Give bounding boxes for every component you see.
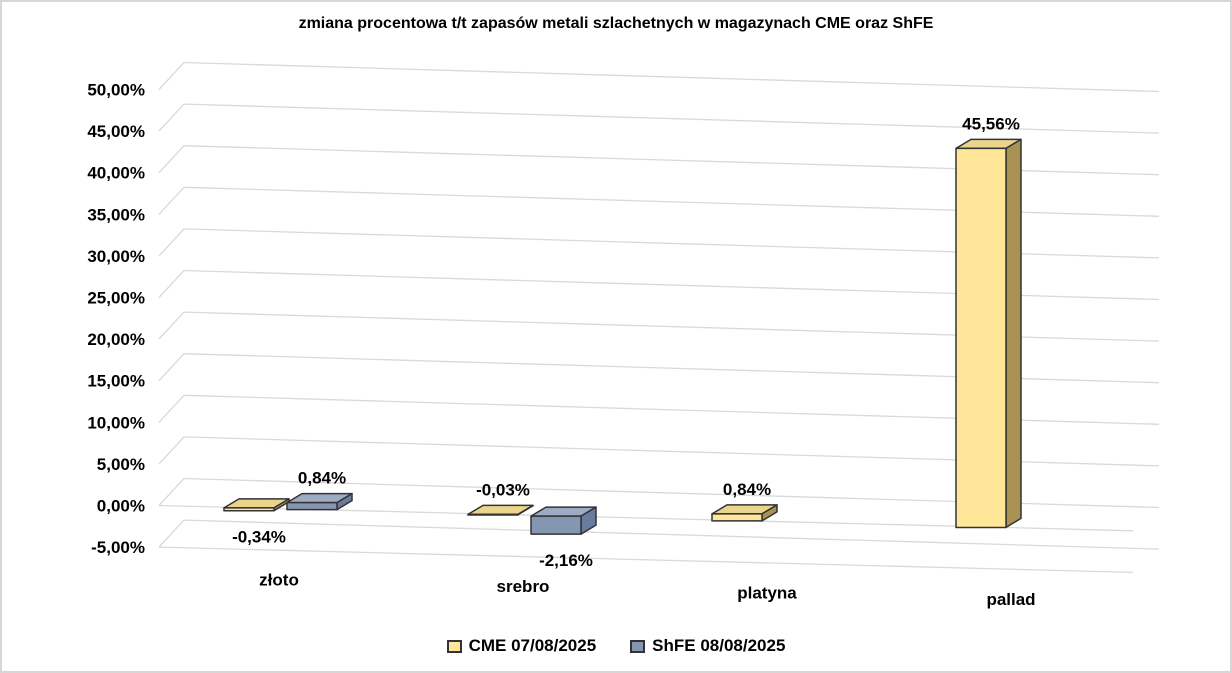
ytick-label-5: 5,00% (97, 455, 145, 474)
gridline-5 (158, 436, 1160, 467)
ytick-label-0: 0,00% (97, 497, 145, 516)
data-label-cme-srebro: -0,03% (476, 480, 530, 499)
bar-top-cme-srebro (467, 504, 534, 516)
bar-front-cme-złoto (223, 507, 275, 512)
legend-label-shfe: ShFE 08/08/2025 (652, 636, 786, 655)
data-label-shfe-srebro: -2,16% (539, 551, 593, 570)
legend-swatch-shfe (630, 639, 646, 653)
ytick-label-20: 20,00% (87, 330, 145, 349)
legend: CME 07/08/2025 ShFE 08/08/2025 (2, 636, 1230, 656)
ytick-label-15: 15,00% (87, 372, 145, 391)
bar-front-cme-pallad (955, 147, 1007, 529)
gridline-front--5 (158, 546, 1134, 574)
ytick-label--5: -5,00% (91, 538, 145, 557)
ytick-label-45: 45,00% (87, 122, 145, 141)
legend-item-cme: CME 07/08/2025 (446, 636, 597, 656)
data-label-cme-platyna: 0,84% (723, 480, 771, 499)
category-label-pallad: pallad (986, 590, 1035, 609)
ytick-label-35: 35,00% (87, 205, 145, 224)
gridline-40 (158, 145, 1160, 176)
legend-item-shfe: ShFE 08/08/2025 (630, 636, 785, 656)
gridline-30 (158, 228, 1160, 259)
bar-side-cme-pallad (1005, 138, 1022, 529)
bar-front-cme-srebro (467, 513, 519, 516)
gridline-0 (158, 477, 1160, 509)
bar-front-shfe-srebro (530, 515, 582, 535)
gridline-35 (158, 186, 1160, 217)
ytick-label-10: 10,00% (87, 413, 145, 432)
gridline-15 (158, 353, 1160, 384)
gridline-45 (158, 103, 1160, 134)
data-label-cme-pallad: 45,56% (962, 114, 1020, 133)
gridline-20 (158, 311, 1160, 342)
gridline-10 (158, 394, 1160, 425)
category-label-złoto: złoto (259, 571, 299, 590)
ytick-label-30: 30,00% (87, 247, 145, 266)
data-label-cme-złoto: -0,34% (232, 528, 286, 547)
ytick-label-50: 50,00% (87, 81, 145, 100)
category-label-platyna: platyna (737, 584, 797, 603)
legend-swatch-cme (446, 639, 462, 653)
data-label-shfe-złoto: 0,84% (298, 469, 346, 488)
gridline-50 (158, 61, 1160, 93)
bar-front-shfe-złoto (286, 501, 338, 511)
category-label-srebro: srebro (497, 577, 550, 596)
gridline-25 (158, 269, 1160, 301)
bar-front-cme-platyna (711, 513, 763, 522)
legend-label-cme: CME 07/08/2025 (468, 636, 597, 655)
chart-title: zmiana procentowa t/t zapasów metali szl… (298, 15, 934, 32)
gridline--5 (158, 519, 1160, 550)
ytick-label-40: 40,00% (87, 164, 145, 183)
ytick-label-25: 25,00% (87, 289, 145, 308)
